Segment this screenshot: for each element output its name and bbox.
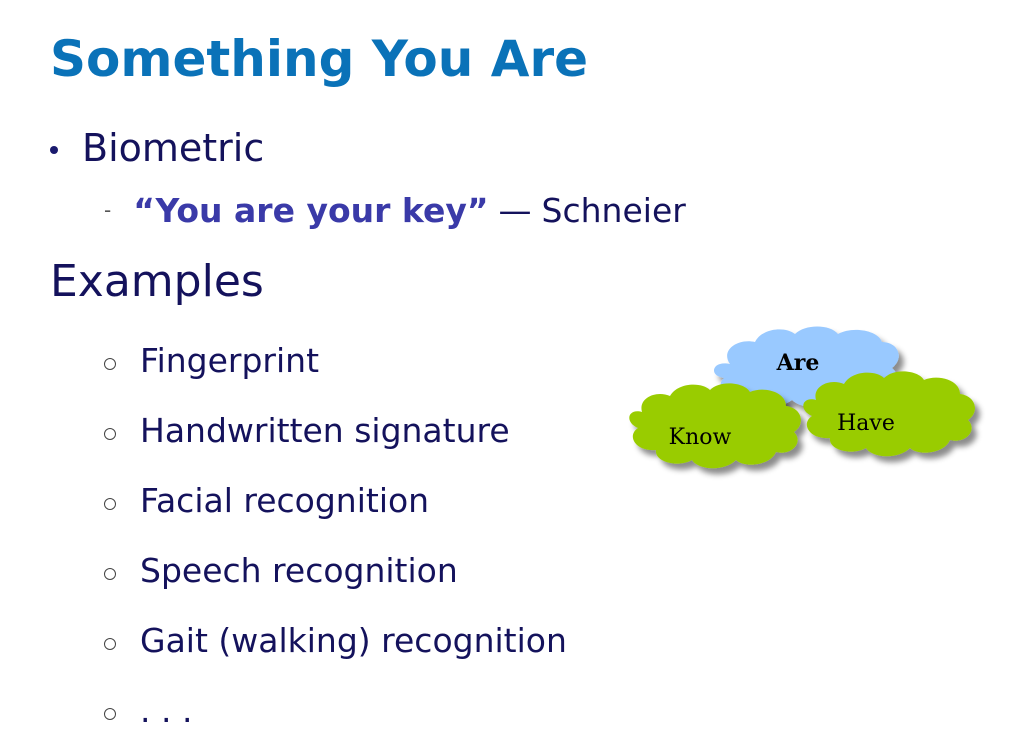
- dash-bullet-icon: -: [104, 198, 112, 222]
- circle-bullet-icon: [104, 638, 116, 650]
- example-text: Fingerprint: [140, 340, 320, 380]
- list-item: Handwritten signature: [104, 408, 567, 452]
- have-cloud: [803, 371, 975, 457]
- circle-bullet-icon: [104, 708, 116, 720]
- example-text: . . .: [140, 690, 193, 730]
- examples-heading: Examples: [50, 256, 264, 307]
- know-label: Know: [669, 425, 732, 450]
- list-item: Speech recognition: [104, 548, 567, 592]
- example-text: Facial recognition: [140, 480, 430, 520]
- examples-list: Fingerprint Handwritten signature Facial…: [104, 338, 567, 749]
- example-text: Speech recognition: [140, 550, 458, 590]
- circle-bullet-icon: [104, 428, 116, 440]
- quote-author: Schneier: [541, 190, 686, 230]
- circle-bullet-icon: [104, 498, 116, 510]
- circle-bullet-icon: [104, 568, 116, 580]
- are-label: Are: [776, 350, 820, 376]
- list-item: Fingerprint: [104, 338, 567, 382]
- know-cloud-shape: [629, 383, 801, 469]
- list-item: . . .: [104, 688, 567, 732]
- have-cloud-shape: [803, 371, 975, 457]
- know-have-are-cloud-diagram: Are Know Have: [629, 326, 975, 469]
- have-label: Have: [837, 411, 895, 436]
- quote-separator: —: [498, 190, 532, 230]
- list-item: Facial recognition: [104, 478, 567, 522]
- bullet-text: Biometric: [82, 126, 265, 170]
- circle-bullet-icon: [104, 358, 116, 370]
- slide-title: Something You Are: [50, 30, 589, 88]
- bullet-biometric: Biometric: [50, 126, 264, 170]
- sub-bullet-quote: - “You are your key” — Schneier: [104, 190, 686, 230]
- bullet-dot-icon: [50, 146, 58, 154]
- know-cloud: [629, 383, 801, 469]
- quote-text: “You are your key”: [133, 190, 489, 230]
- example-text: Handwritten signature: [140, 410, 510, 450]
- list-item: Gait (walking) recognition: [104, 618, 567, 662]
- example-text: Gait (walking) recognition: [140, 620, 567, 660]
